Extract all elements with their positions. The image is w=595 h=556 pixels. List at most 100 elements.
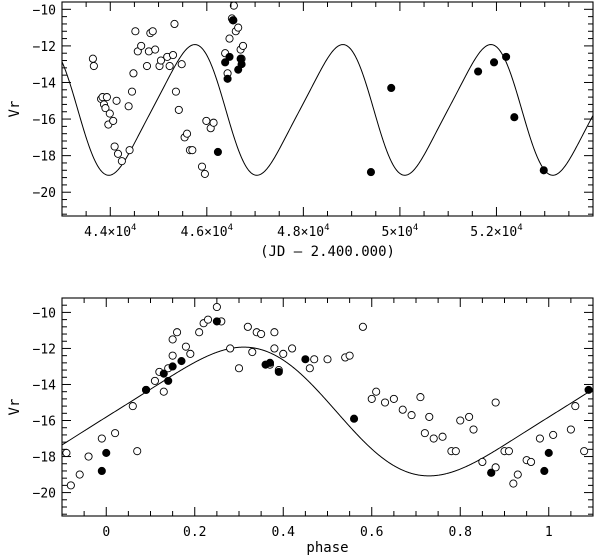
y-tick-label: −12 — [33, 342, 56, 357]
x-tick-label: 5×104 — [382, 223, 419, 240]
panel-bottom: −10 −12 −14 −16 −18 −20 0 0.2 0.4 0.6 0.8 1 Vr phas… — [7, 297, 594, 556]
data-point-open — [188, 146, 197, 155]
panel-top: −10 −12 −14 −16 −18 −20 4.4×104 4.6×104 4.8×104 5… — [7, 1, 594, 260]
data-point-open — [142, 61, 152, 71]
x-tick-label: 0.4 — [272, 525, 296, 540]
data-point-open — [509, 479, 518, 488]
data-point-open — [150, 376, 159, 385]
data-point-filled — [274, 367, 283, 376]
data-point-filled — [539, 166, 548, 175]
model-curve — [62, 346, 593, 477]
data-point-open — [345, 351, 354, 360]
data-point-open — [209, 118, 218, 127]
y-tick-label: −16 — [33, 113, 56, 128]
data-point-open — [181, 342, 190, 351]
x-tick-label: 4.8×104 — [277, 223, 329, 240]
data-point-open — [438, 432, 447, 441]
data-point-open — [305, 364, 314, 373]
data-point-open — [478, 457, 487, 467]
data-point-open — [420, 429, 429, 438]
data-point-filled — [97, 466, 106, 476]
data-point-open — [156, 56, 166, 65]
data-point-open — [226, 344, 235, 353]
data-point-open — [429, 434, 438, 443]
data-point-open — [168, 335, 177, 344]
data-point-open — [97, 434, 106, 443]
x-tick-label: 0.6 — [360, 525, 383, 540]
data-point-open — [407, 411, 416, 420]
x-tick-label: 4.6×104 — [181, 223, 233, 240]
data-point-open — [125, 146, 134, 155]
data-point-filled — [142, 385, 151, 394]
plot-frame-top — [61, 1, 594, 217]
data-point-open — [202, 116, 211, 125]
x-axis-label-top: (JD – 2.400.000) — [260, 244, 395, 260]
data-point-filled — [265, 358, 275, 367]
y-tick-label: −14 — [33, 76, 57, 91]
data-point-open — [131, 27, 140, 36]
data-point-filled — [168, 362, 177, 371]
data-point-open — [197, 162, 207, 171]
data-point-open — [257, 329, 266, 339]
data-point-open — [451, 447, 460, 456]
x-tick-label: 4.4×104 — [84, 223, 136, 240]
data-point-open — [66, 481, 75, 490]
data-point-open — [112, 96, 121, 105]
data-point-open — [89, 61, 98, 71]
data-point-open — [151, 45, 160, 54]
data-point-open — [159, 387, 168, 396]
data-point-open — [416, 393, 425, 402]
data-point-filled — [177, 357, 186, 366]
data-point-open — [372, 387, 381, 396]
data-point-open — [549, 430, 558, 439]
data-point-open — [398, 405, 407, 414]
data-point-open — [212, 302, 221, 312]
data-point-filled — [366, 168, 376, 177]
x-axis-label-bottom: phase — [306, 540, 348, 556]
data-point-open — [203, 315, 213, 324]
data-point-open — [504, 447, 513, 456]
y-tick-label: −14 — [33, 378, 57, 393]
data-point-filled — [237, 60, 246, 69]
data-point-open — [148, 27, 157, 36]
data-point-open — [75, 470, 84, 479]
data-point-open — [172, 328, 182, 337]
y-axis-label-bottom: Vr — [7, 399, 23, 416]
data-point-open — [124, 102, 133, 111]
data-point-open — [571, 402, 580, 411]
data-point-filled — [584, 385, 593, 394]
data-point-open — [168, 351, 177, 360]
data-point-open — [389, 394, 398, 403]
data-point-open — [358, 322, 367, 331]
data-point-open — [380, 398, 390, 407]
data-point-open — [101, 104, 110, 113]
y-tick-label: −18 — [33, 451, 56, 466]
data-point-open — [566, 425, 575, 434]
data-point-open — [238, 41, 248, 50]
data-point-filled — [544, 448, 553, 457]
data-point-open — [127, 87, 137, 96]
data-point-open — [248, 347, 257, 357]
data-point-open — [195, 328, 204, 337]
data-point-filled — [212, 317, 221, 326]
x-tick-label: 0.8 — [449, 525, 472, 540]
data-point-filled — [225, 52, 234, 61]
data-point-filled — [387, 83, 396, 93]
data-point-open — [580, 447, 589, 456]
y-tick-label: −10 — [33, 306, 56, 321]
y-tick-label: −20 — [33, 487, 56, 502]
data-point-filled — [223, 74, 232, 83]
data-point-open — [225, 34, 234, 43]
x-tick-label: 0.2 — [183, 525, 206, 540]
data-point-open — [491, 463, 500, 472]
data-point-filled — [102, 448, 111, 457]
data-point-open — [469, 425, 478, 434]
y-tick-label: −16 — [33, 415, 56, 430]
data-point-open — [171, 87, 180, 96]
data-point-filled — [502, 52, 511, 61]
x-tick-label: 0 — [102, 525, 110, 540]
y-tick-label: −12 — [33, 40, 56, 55]
data-point-filled — [229, 16, 238, 25]
data-point-filled — [510, 113, 519, 122]
data-point-open — [186, 349, 195, 358]
